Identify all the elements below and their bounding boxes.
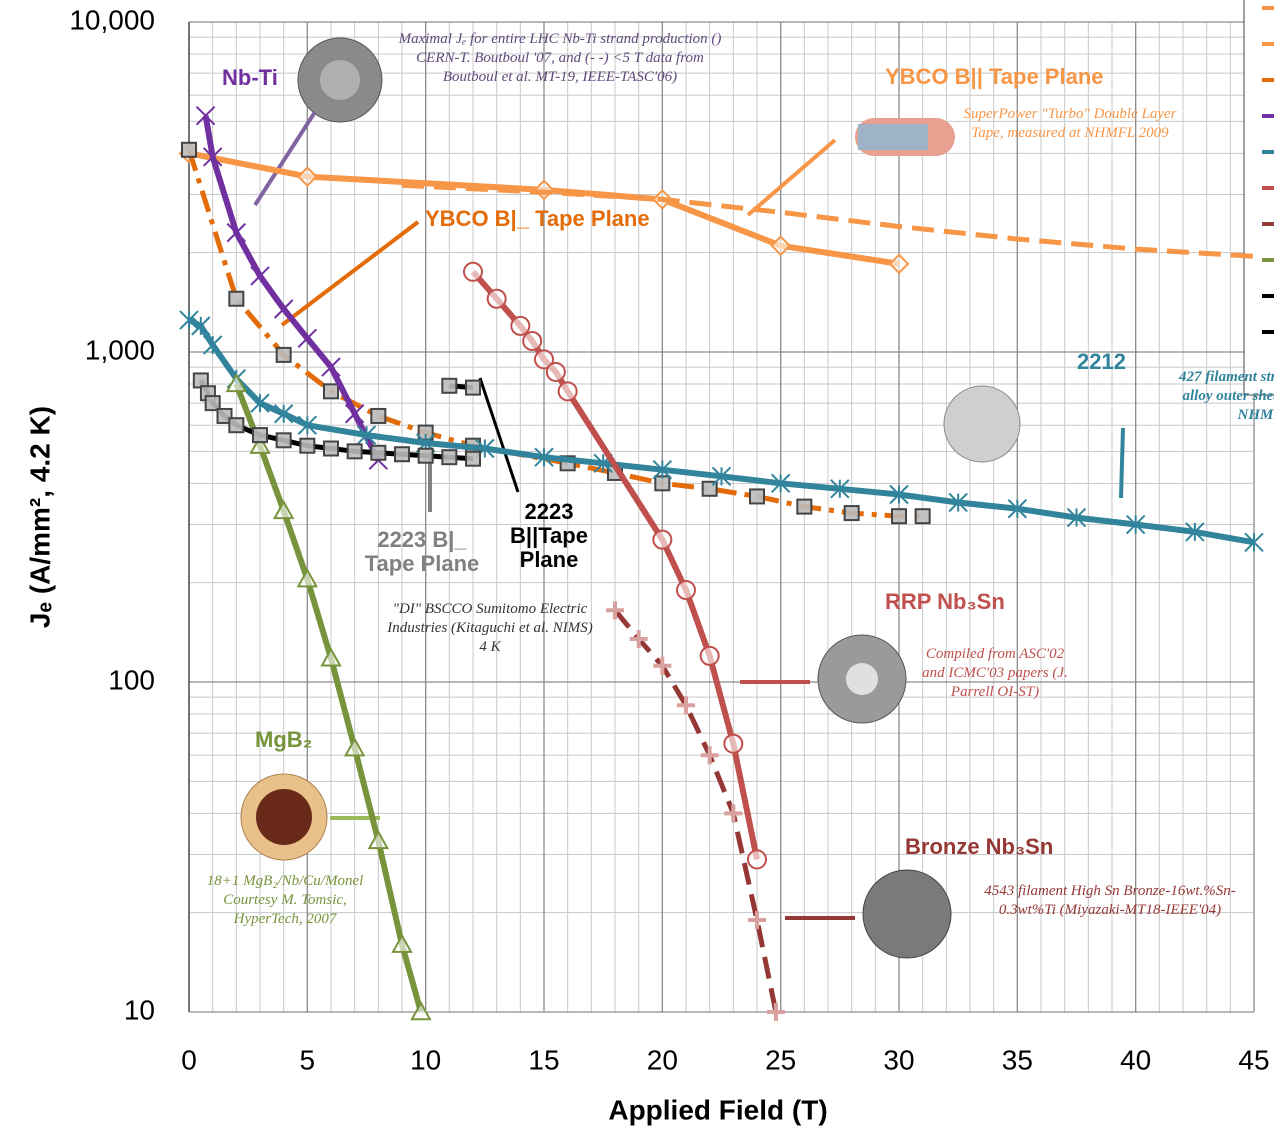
arrow [480,378,518,492]
marker [488,290,506,308]
series-label: Nb-Ti [222,66,302,90]
chart: Applied Field (T) Jₑ (A/mm², 4.2 K) 0 5 10… [0,0,1274,1136]
marker [369,832,387,848]
series-label: 2212 [1077,350,1157,374]
y-tick-label: 100 [108,664,155,695]
marker [298,168,316,186]
marker [412,1003,430,1019]
marker [275,502,293,518]
x-tick-label: 30 [883,1044,914,1075]
series-label: 2223 B|_ Tape Plane [352,528,492,576]
series-label: 2223 B||Tape Plane [503,500,595,572]
series-label: YBCO B|_ Tape Plane [425,207,725,231]
marker [797,500,811,514]
marker [748,911,766,929]
arrow [748,140,835,215]
x-tick-label: 25 [765,1044,796,1075]
marker [547,363,565,381]
annotation: Compiled from ASC'02 and ICMC'03 papers … [920,645,1070,702]
marker [346,739,364,755]
annotation: SuperPower "Turbo" Double Layer Tape, me… [955,105,1185,143]
x-tick-label: 35 [1002,1044,1033,1075]
marker [890,255,908,273]
y-tick-label: 10,000 [69,4,155,35]
marker [298,570,316,586]
x-tick-label: 15 [528,1044,559,1075]
strand-image [846,663,878,695]
y-tick-label: 10 [124,994,155,1025]
marker [182,143,196,157]
marker [916,509,930,523]
marker [724,804,742,822]
annotation: 18+1 MgB₂/Nb/Cu/Monel Courtesy M. Tomsic… [190,872,380,929]
series-label: RRP Nb₃Sn [885,590,1085,614]
marker [464,263,482,281]
marker [523,332,541,350]
marker [466,452,480,466]
strand-image [256,789,312,845]
marker [750,489,764,503]
marker [229,292,243,306]
marker [701,647,719,665]
annotation: Maximal Jₑ for entire LHC Nb-Ti strand p… [395,30,725,87]
x-tick-label: 10 [410,1044,441,1075]
x-tick-label: 40 [1120,1044,1151,1075]
x-tick-label: 20 [647,1044,678,1075]
x-tick-label: 45 [1238,1044,1269,1075]
marker [767,1003,785,1021]
marker [442,450,456,464]
x-tick-label: 5 [300,1044,316,1075]
page: Applied Field (T) Jₑ (A/mm², 4.2 K) 0 5 10… [0,0,1274,1136]
marker [277,348,291,362]
arrow [282,222,418,325]
marker [772,237,790,255]
x-axis-label: Applied Field (T) [608,1094,827,1125]
strand-image [863,870,951,958]
marker [511,317,529,335]
marker [322,649,340,665]
y-axis-label: Jₑ (A/mm², 4.2 K) [24,406,55,628]
arrow [1121,428,1123,498]
marker [324,442,338,456]
annotation: 427 filament strand with Ag alloy outer … [1170,368,1274,425]
marker [559,382,577,400]
marker [892,509,906,523]
marker [442,379,456,393]
marker [845,506,859,520]
x-tick-label: 0 [181,1044,197,1075]
marker [677,581,695,599]
marker [277,433,291,447]
series-label: Bronze Nb₃Sn [905,835,1105,859]
tape-image [858,124,928,150]
marker [300,439,314,453]
series-label: MgB₂ [255,728,335,752]
marker [393,936,411,952]
series-label: YBCO B|| Tape Plane [885,65,1185,89]
marker [324,384,338,398]
legend-box [1244,0,1274,395]
marker [653,531,671,549]
annotation: 4543 filament High Sn Bronze-16wt.%Sn-0.… [975,882,1245,920]
marker [748,850,766,868]
marker [229,418,243,432]
marker [701,746,719,764]
marker [371,409,385,423]
marker [371,446,385,460]
arrows [255,112,1123,918]
strand-image [944,386,1020,462]
arrow [255,112,315,205]
marker [253,428,267,442]
marker [348,444,362,458]
marker [419,449,433,463]
annotation: "DI" BSCCO Sumitomo Electric Industries … [385,600,595,657]
y-tick-label: 1,000 [85,334,155,365]
marker [395,447,409,461]
strand-image [320,60,360,100]
marker [204,336,222,354]
marker [466,381,480,395]
marker [724,735,742,753]
